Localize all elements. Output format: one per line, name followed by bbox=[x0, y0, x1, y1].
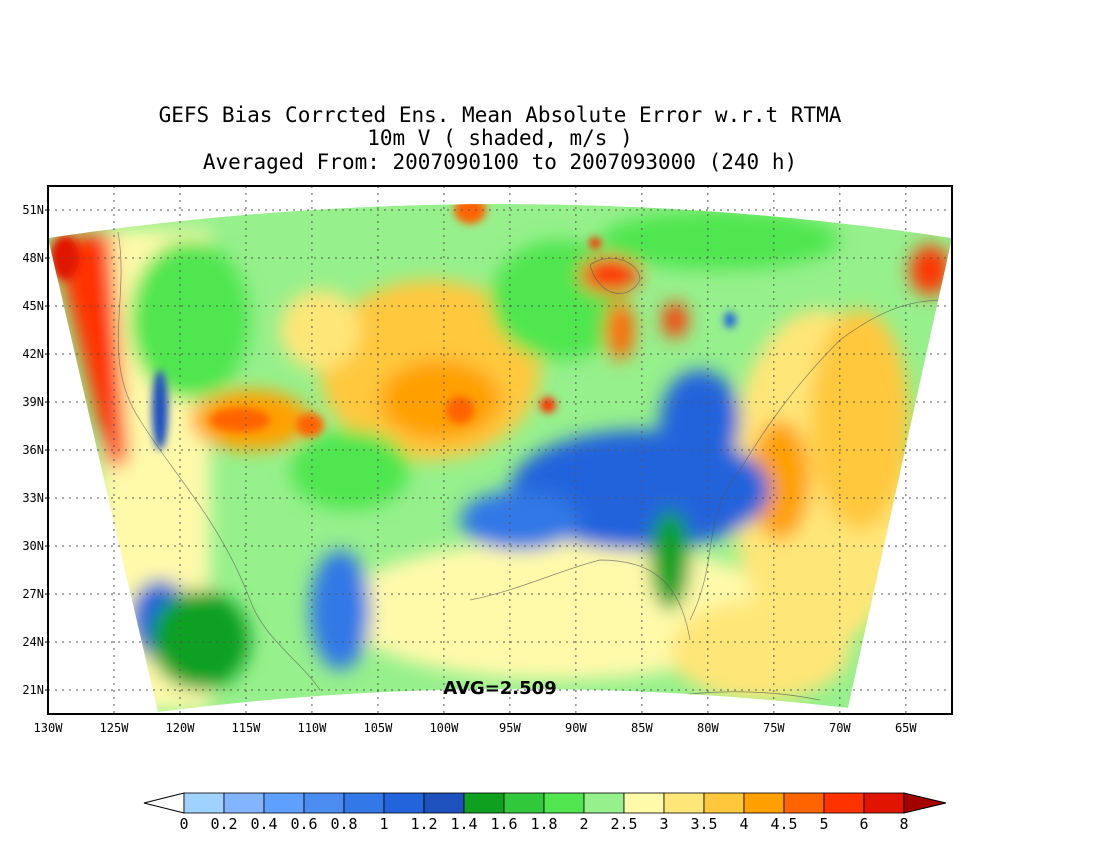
colorbar-label: 2.5 bbox=[610, 815, 637, 833]
colorbar-swatch bbox=[703, 792, 745, 814]
colorbar-label: 8 bbox=[899, 815, 908, 833]
colorbar-label: 1.2 bbox=[410, 815, 437, 833]
colorbar-label: 4 bbox=[739, 815, 748, 833]
longitude-label: 105W bbox=[363, 721, 393, 735]
latitude-label: 30N bbox=[22, 539, 44, 553]
colorbar-swatch bbox=[783, 792, 825, 814]
colorbar-swatch bbox=[463, 792, 505, 814]
latitude-label: 24N bbox=[22, 635, 44, 649]
map-title-line-1: GEFS Bias Corrcted Ens. Mean Absolute Er… bbox=[158, 103, 842, 127]
colorbar-label: 0.6 bbox=[290, 815, 317, 833]
colorbar-label: 0.8 bbox=[330, 815, 357, 833]
colorbar-swatch bbox=[423, 792, 465, 814]
colorbar-swatch bbox=[663, 792, 705, 814]
latitude-label: 51N bbox=[22, 203, 44, 217]
colorbar-swatch bbox=[223, 792, 265, 814]
latitude-label: 36N bbox=[22, 443, 44, 457]
longitude-label: 80W bbox=[697, 721, 719, 735]
colorbar-swatch bbox=[263, 792, 305, 814]
colorbar-label: 1 bbox=[379, 815, 388, 833]
shaded-error-field bbox=[48, 204, 952, 712]
colorbar-swatch bbox=[303, 792, 345, 814]
longitude-label: 70W bbox=[829, 721, 851, 735]
longitude-label: 90W bbox=[565, 721, 587, 735]
colorbar-label: 3 bbox=[659, 815, 668, 833]
longitude-label: 130W bbox=[34, 721, 64, 735]
latitude-label: 21N bbox=[22, 683, 44, 697]
longitude-label: 115W bbox=[232, 721, 262, 735]
colorbar-label: 0.2 bbox=[210, 815, 237, 833]
colorbar-swatch bbox=[743, 792, 785, 814]
colorbar-label: 3.5 bbox=[690, 815, 717, 833]
latitude-labels: 51N 48N 45N 42N 39N 36N 33N 30N 27N 24N 21N bbox=[22, 203, 48, 697]
map-title-line-2: 10m V ( shaded, m/s ) bbox=[367, 126, 633, 150]
longitude-label: 85W bbox=[631, 721, 653, 735]
longitude-label: 110W bbox=[297, 721, 327, 735]
map-title-line-3: Averaged From: 2007090100 to 2007093000 … bbox=[202, 150, 798, 174]
latitude-label: 45N bbox=[22, 299, 44, 313]
colorbar-label: 1.8 bbox=[530, 815, 557, 833]
colorbar-swatch bbox=[503, 792, 545, 814]
longitude-label: 120W bbox=[166, 721, 196, 735]
colorbar-swatch bbox=[823, 792, 865, 814]
colorbar-swatch bbox=[863, 792, 905, 814]
latitude-label: 42N bbox=[22, 347, 44, 361]
longitude-label: 65W bbox=[895, 721, 917, 735]
colorbar-label: 5 bbox=[819, 815, 828, 833]
colorbar-label: 4.5 bbox=[770, 815, 797, 833]
colorbar-label: 2 bbox=[579, 815, 588, 833]
longitude-label: 75W bbox=[763, 721, 785, 735]
colorbar-swatch bbox=[383, 792, 425, 814]
colorbar-label: 0.4 bbox=[250, 815, 277, 833]
colorbar-label: 0 bbox=[179, 815, 188, 833]
average-label: AVG=2.509 bbox=[443, 678, 556, 699]
colorbar-swatch bbox=[623, 792, 665, 814]
longitude-label: 95W bbox=[499, 721, 521, 735]
colorbar-swatch bbox=[543, 792, 585, 814]
longitude-label: 100W bbox=[429, 721, 459, 735]
colorbar-swatch bbox=[343, 792, 385, 814]
latitude-label: 33N bbox=[22, 491, 44, 505]
colorbar-swatch bbox=[583, 792, 625, 814]
colorbar: 0 0.2 0.4 0.6 0.8 1 1.2 1.4 1.6 1.8 2 2.5 3 3.5 4 4.5 5 6… bbox=[143, 792, 947, 833]
colorbar-swatch bbox=[183, 792, 225, 814]
colorbar-low-arrow bbox=[143, 792, 185, 814]
latitude-label: 27N bbox=[22, 587, 44, 601]
latitude-label: 39N bbox=[22, 395, 44, 409]
longitude-label: 125W bbox=[100, 721, 130, 735]
latitude-label: 48N bbox=[22, 251, 44, 265]
colorbar-label: 6 bbox=[859, 815, 868, 833]
colorbar-label: 1.6 bbox=[490, 815, 517, 833]
longitude-labels: 130W 125W 120W 115W 110W 105W 100W 95W 90W 85W 80W… bbox=[34, 721, 918, 735]
colorbar-label: 1.4 bbox=[450, 815, 477, 833]
colorbar-high-arrow bbox=[903, 792, 947, 814]
